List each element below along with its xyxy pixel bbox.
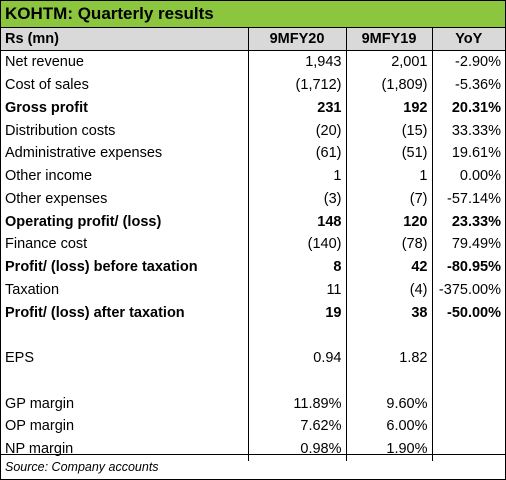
value-9mfy20: (1,712)	[247, 73, 346, 97]
value-9mfy19	[345, 324, 432, 347]
value-yoy	[431, 392, 505, 415]
value-yoy: -80.95%	[431, 255, 505, 279]
row-label: Finance cost	[5, 236, 88, 253]
header-row: Rs (mn) 9MFY20 9MFY19 YoY	[1, 28, 505, 51]
title-bar: KOHTM: Quarterly results	[1, 1, 505, 28]
spacer-row	[1, 369, 505, 393]
value-9mfy20: 11.89%	[247, 392, 346, 415]
row-label: Distribution costs	[5, 122, 116, 139]
value-9mfy20: 0.94	[247, 346, 346, 370]
value-9mfy19: (15)	[345, 119, 432, 142]
value-9mfy20	[247, 369, 346, 393]
value-9mfy19: (78)	[345, 233, 432, 256]
table-row: Profit/ (loss) before taxation 8 42 -80.95%	[1, 255, 505, 279]
value-yoy	[431, 346, 505, 370]
row-label: Taxation	[5, 281, 60, 298]
value-yoy: -375.00%	[431, 278, 505, 302]
table-row: Net revenue 1,943 2,001 -2.90%	[1, 50, 505, 74]
value-yoy	[431, 415, 505, 438]
row-label: Administrative expenses	[5, 145, 163, 162]
table-row: Administrative expenses (61) (51) 19.61%	[1, 142, 505, 165]
value-yoy: 20.31%	[431, 96, 505, 120]
source-text: Source: Company accounts	[5, 460, 159, 474]
value-yoy: -2.90%	[431, 50, 505, 74]
value-9mfy19: 9.60%	[345, 392, 432, 415]
value-yoy: -50.00%	[431, 301, 505, 324]
row-label: Other income	[5, 168, 93, 185]
results-table: Rs (mn) 9MFY20 9MFY19 YoY Net revenue 1,9…	[1, 28, 505, 461]
value-9mfy19: 1	[345, 164, 432, 188]
table-row: OP margin 7.62% 6.00%	[1, 415, 505, 438]
table-title: KOHTM: Quarterly results	[5, 4, 214, 23]
value-yoy: -5.36%	[431, 73, 505, 97]
row-label: GP margin	[5, 395, 75, 412]
table-row: GP margin 11.89% 9.60%	[1, 392, 505, 415]
value-9mfy19: 38	[345, 301, 432, 324]
value-yoy	[431, 369, 505, 393]
value-yoy: 0.00%	[431, 164, 505, 188]
value-9mfy20: 231	[247, 96, 346, 120]
table-row: Other expenses (3) (7) -57.14%	[1, 187, 505, 211]
value-9mfy20: 7.62%	[247, 415, 346, 438]
header-label: Rs (mn)	[1, 28, 248, 51]
row-label: Operating profit/ (loss)	[5, 213, 162, 230]
value-9mfy20: 8	[247, 255, 346, 279]
table-row: Finance cost (140) (78) 79.49%	[1, 233, 505, 256]
value-9mfy20: (140)	[247, 233, 346, 256]
row-label: Other expenses	[5, 190, 108, 207]
value-9mfy19: (51)	[345, 142, 432, 165]
row-label: EPS	[5, 350, 35, 367]
value-9mfy20: (3)	[247, 187, 346, 211]
value-9mfy20: 11	[247, 278, 346, 302]
row-label: OP margin	[5, 418, 75, 435]
row-label: NP margin	[5, 441, 74, 458]
table-row: EPS 0.94 1.82	[1, 346, 505, 370]
value-yoy: 79.49%	[431, 233, 505, 256]
value-yoy: -57.14%	[431, 187, 505, 211]
value-9mfy20: (61)	[247, 142, 346, 165]
value-yoy: 23.33%	[431, 210, 505, 233]
value-9mfy19: 42	[345, 255, 432, 279]
value-9mfy19	[345, 369, 432, 393]
row-label	[1, 324, 248, 347]
source-note: Source: Company accounts	[1, 454, 505, 480]
table-row: Operating profit/ (loss) 148 120 23.33%	[1, 210, 505, 233]
header-9mfy19: 9MFY19	[345, 28, 432, 51]
table-row: Cost of sales (1,712) (1,809) -5.36%	[1, 73, 505, 97]
row-label	[1, 370, 248, 393]
value-9mfy19: (4)	[345, 278, 432, 302]
value-9mfy20	[247, 324, 346, 347]
value-9mfy20: (20)	[247, 119, 346, 142]
value-9mfy19: 6.00%	[345, 415, 432, 438]
table-row: Taxation 11 (4) -375.00%	[1, 278, 505, 302]
table-row: Gross profit 231 192 20.31%	[1, 96, 505, 120]
value-9mfy20: 1	[247, 164, 346, 188]
value-9mfy20: 1,943	[247, 50, 346, 74]
value-9mfy19: 192	[345, 96, 432, 120]
value-9mfy20: 19	[247, 301, 346, 324]
row-label: Net revenue	[5, 54, 84, 71]
table-row: Profit/ (loss) after taxation 19 38 -50.00%	[1, 301, 505, 324]
value-yoy	[431, 324, 505, 347]
header-yoy: YoY	[431, 28, 505, 51]
table-row: Distribution costs (20) (15) 33.33%	[1, 119, 505, 142]
value-9mfy20: 148	[247, 210, 346, 233]
value-9mfy19: 120	[345, 210, 432, 233]
row-label: Cost of sales	[5, 77, 89, 94]
value-yoy: 19.61%	[431, 142, 505, 165]
table-row: Other income 1 1 0.00%	[1, 164, 505, 188]
header-9mfy20: 9MFY20	[247, 28, 346, 51]
value-9mfy19: (7)	[345, 187, 432, 211]
value-9mfy19: 2,001	[345, 50, 432, 74]
spacer-row	[1, 324, 505, 347]
row-label: Profit/ (loss) before taxation	[5, 259, 198, 276]
row-label: Profit/ (loss) after taxation	[5, 304, 185, 321]
row-label: Gross profit	[5, 99, 88, 116]
value-9mfy19: 1.82	[345, 346, 432, 370]
value-yoy: 33.33%	[431, 119, 505, 142]
value-9mfy19: (1,809)	[345, 73, 432, 97]
